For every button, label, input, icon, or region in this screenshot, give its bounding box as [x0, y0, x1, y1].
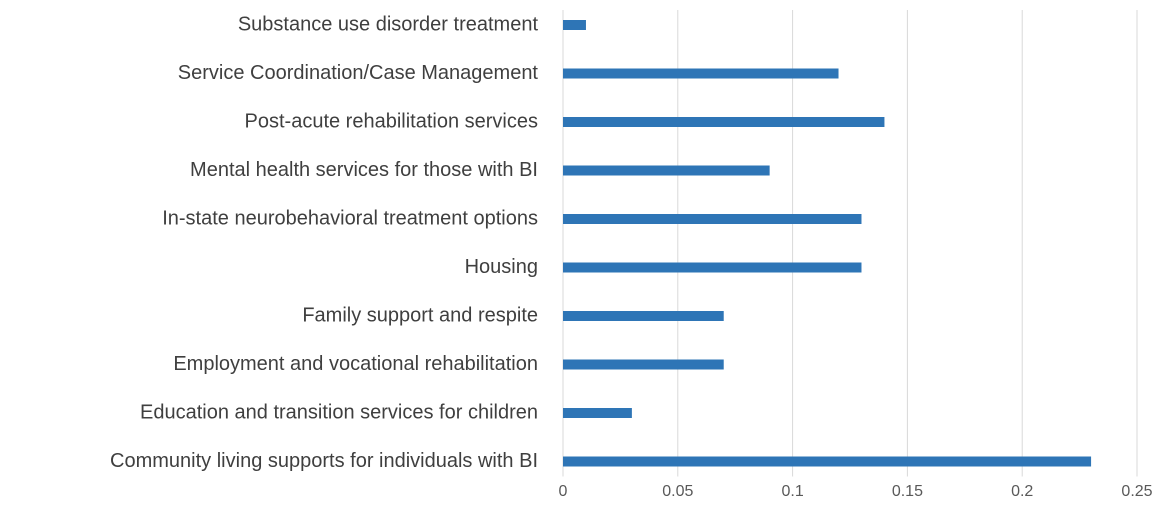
x-tick-label-1: 0.05 — [662, 483, 693, 500]
bar-8 — [563, 408, 632, 418]
category-label-4: In-state neurobehavioral treatment optio… — [162, 207, 538, 229]
bar-9 — [563, 456, 1092, 467]
category-labels: Substance use disorder treatment Service … — [110, 13, 538, 472]
category-label-3: Mental health services for those with BI — [190, 159, 538, 181]
category-label-2: Post-acute rehabilitation services — [245, 110, 538, 132]
bar-0 — [563, 20, 586, 30]
bar-7 — [563, 359, 724, 370]
category-label-5: Housing — [465, 256, 538, 278]
grid-layer — [562, 10, 1138, 477]
category-label-6: Family support and respite — [302, 304, 538, 326]
bars-layer — [563, 20, 1092, 467]
bar-4 — [563, 214, 862, 224]
bar-3 — [563, 165, 770, 176]
x-tick-label-4: 0.2 — [1011, 483, 1033, 500]
x-tick-label-0: 0 — [559, 483, 568, 500]
bar-1 — [563, 68, 839, 79]
bar-5 — [563, 262, 862, 273]
x-tick-label-2: 0.1 — [781, 483, 803, 500]
category-label-8: Education and transition services for ch… — [140, 401, 538, 423]
category-label-9: Community living supports for individual… — [110, 450, 538, 472]
category-label-1: Service Coordination/Case Management — [178, 62, 539, 84]
category-label-7: Employment and vocational rehabilitation — [173, 353, 538, 375]
x-tick-label-3: 0.15 — [892, 483, 923, 500]
bar-2 — [563, 117, 885, 127]
x-tick-labels: 0 0.05 0.1 0.15 0.2 0.25 — [559, 483, 1153, 500]
bar-6 — [563, 311, 724, 321]
x-tick-label-5: 0.25 — [1121, 483, 1152, 500]
category-label-0: Substance use disorder treatment — [238, 13, 539, 35]
